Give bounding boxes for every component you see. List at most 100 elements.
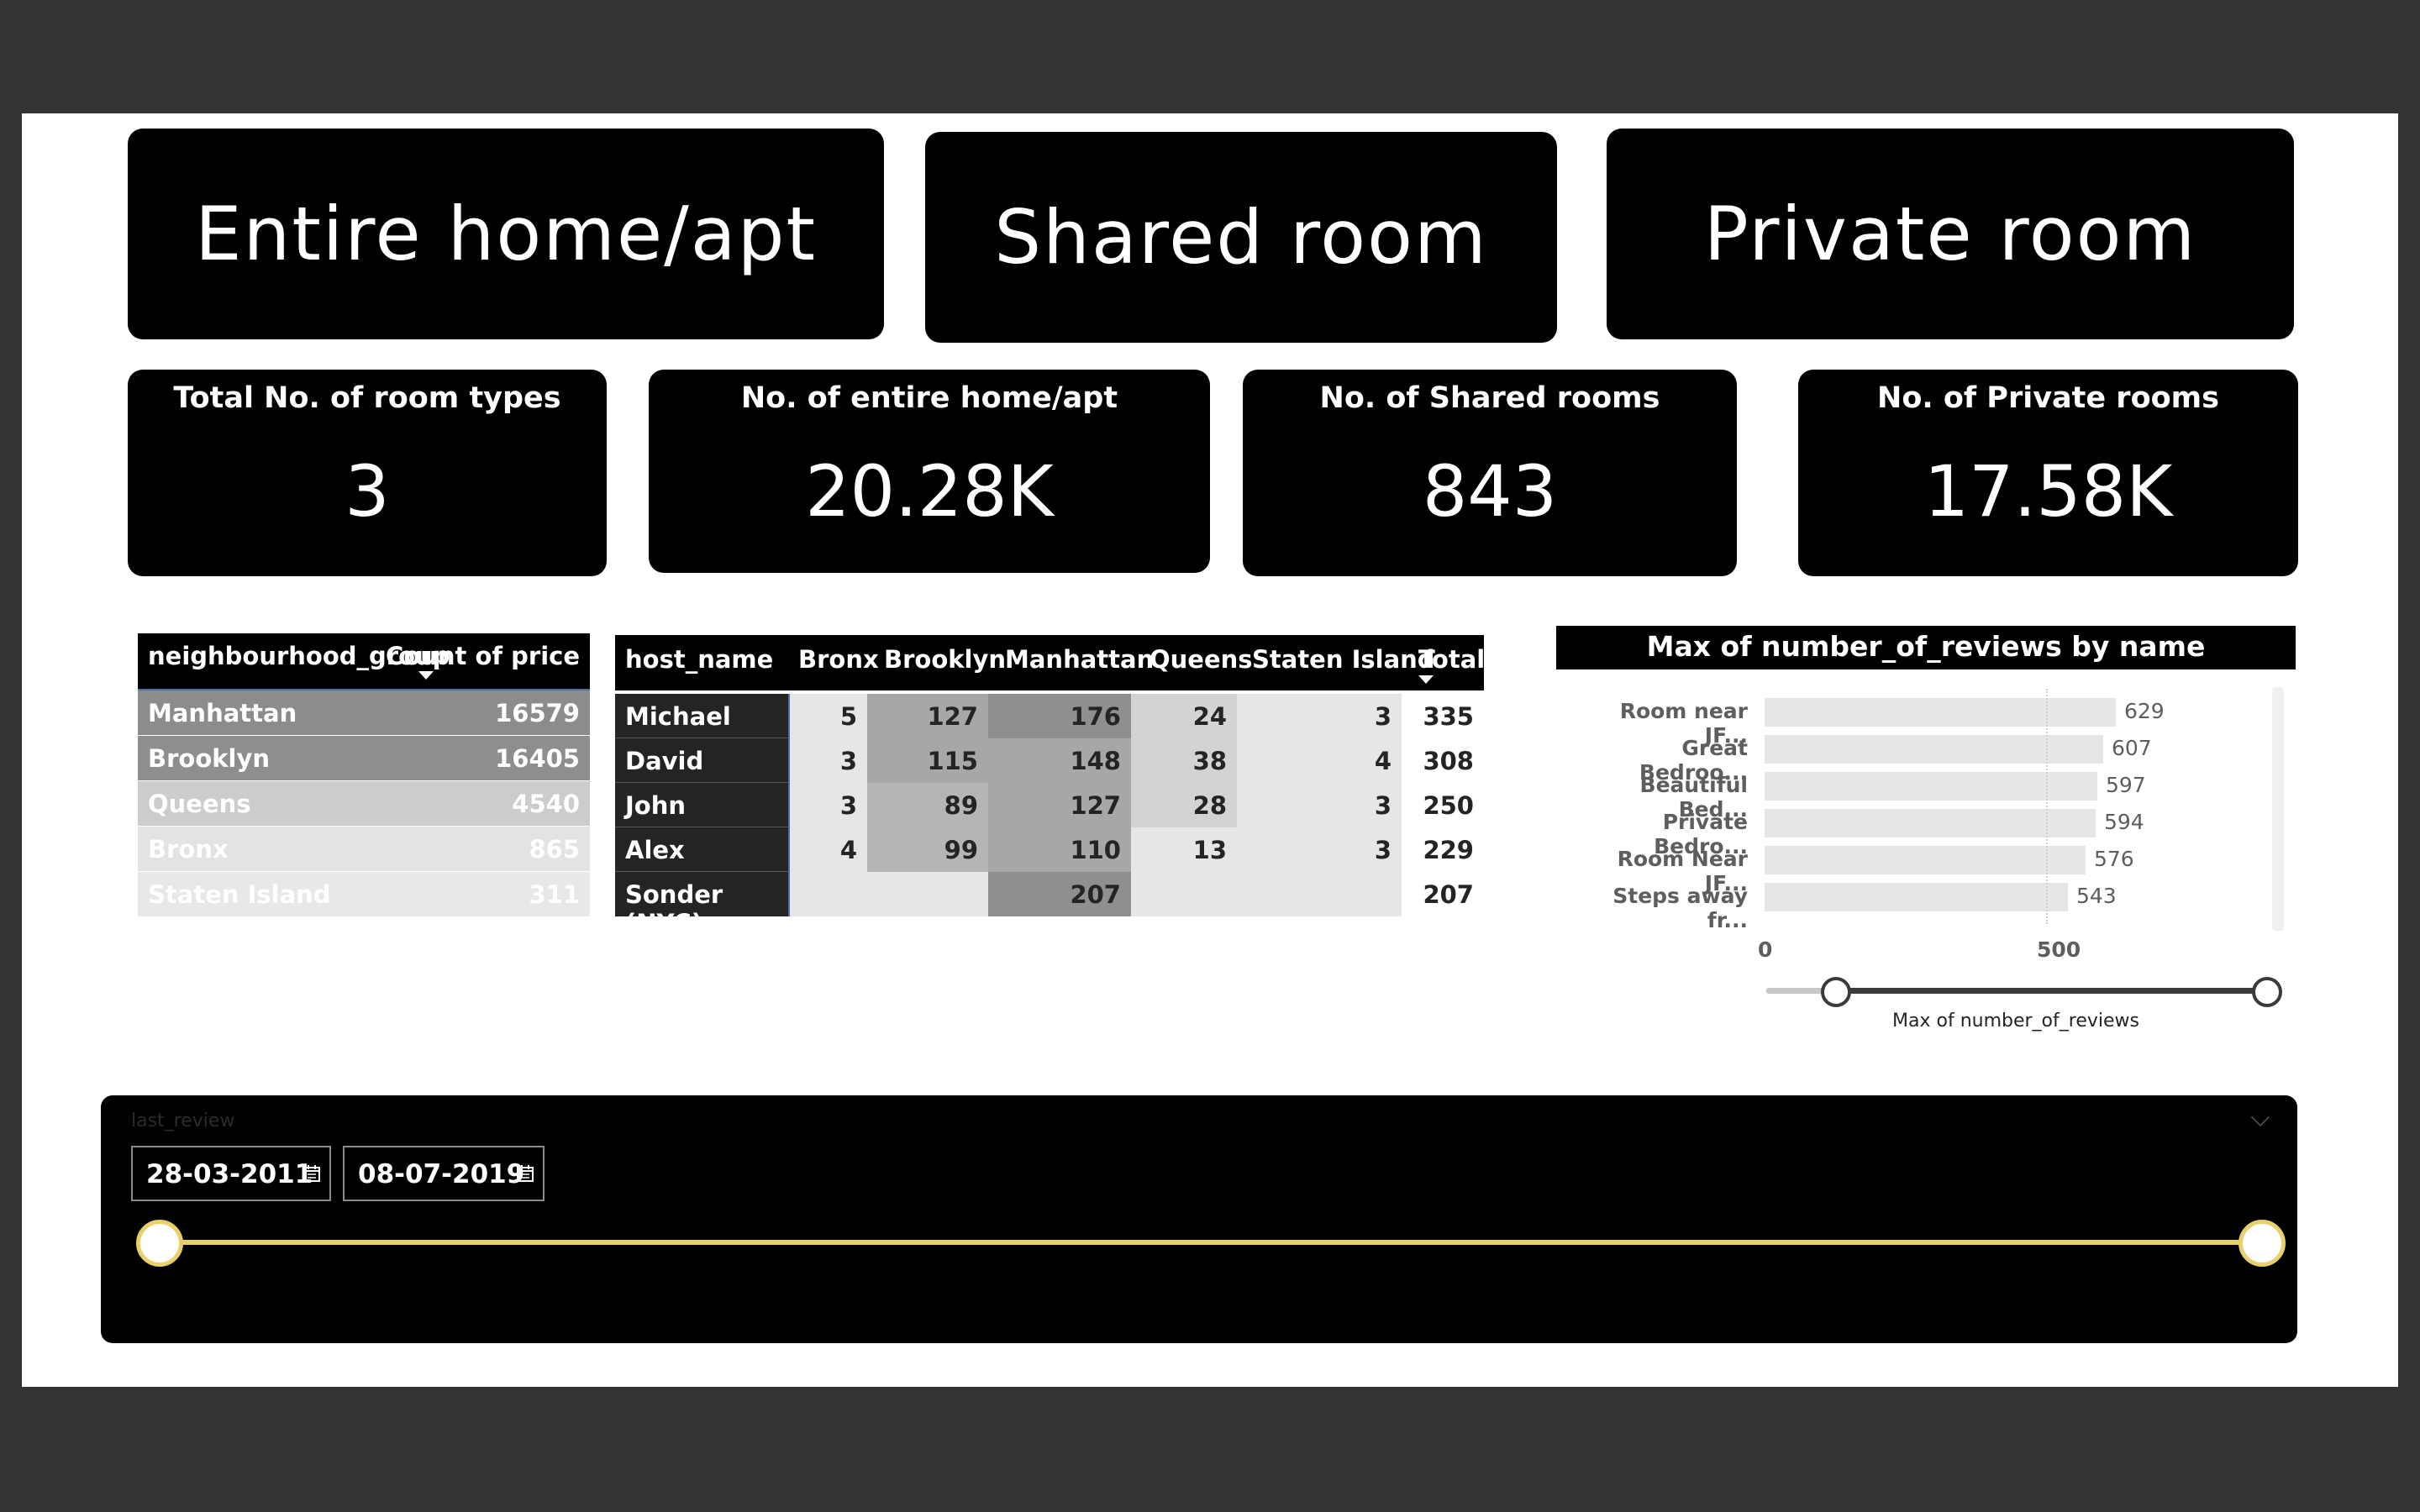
- column-header-queens[interactable]: Queens: [1150, 645, 1253, 674]
- column-header-host-name[interactable]: host_name: [625, 645, 774, 674]
- column-header-total[interactable]: Total: [1418, 645, 1486, 674]
- value-cell: 3: [788, 738, 867, 783]
- kpi-label: No. of Shared rooms: [1319, 381, 1660, 415]
- bar-data-label: 576: [2094, 847, 2134, 871]
- card-entire-home[interactable]: Entire home/apt: [128, 129, 884, 339]
- date-slicer-label: last_review: [131, 1110, 235, 1131]
- chart-scrollbar[interactable]: [2272, 687, 2284, 931]
- value-cell: 3: [1237, 827, 1402, 872]
- matrix-header: host_name Bronx Brooklyn Manhattan Queen…: [615, 635, 1486, 690]
- column-header-bronx[interactable]: Bronx: [798, 645, 879, 674]
- bar[interactable]: [1765, 772, 2097, 801]
- chevron-down-icon[interactable]: [2250, 1107, 2270, 1127]
- bar[interactable]: [1765, 846, 2086, 874]
- column-header-brooklyn[interactable]: Brooklyn: [884, 645, 1007, 674]
- host-name-cell[interactable]: Alex: [615, 827, 788, 872]
- bar-data-label: 543: [2076, 884, 2117, 908]
- date-slicer: last_review 28-03-2011 08-07-2019: [101, 1095, 2297, 1343]
- kpi-entire-home: No. of entire home/apt 20.28K: [649, 370, 1210, 573]
- table-row[interactable]: Manhattan 16579: [138, 690, 590, 736]
- bar-category-label: Great Bedroo...: [1639, 736, 1748, 785]
- bar[interactable]: [1765, 698, 2116, 727]
- value-cell: 24: [1131, 694, 1237, 738]
- matrix-row-divider: [788, 694, 790, 916]
- start-date-input[interactable]: 28-03-2011: [131, 1146, 331, 1201]
- date-slider-track[interactable]: [158, 1240, 2257, 1245]
- value-cell: [788, 872, 867, 916]
- bar-data-label: 607: [2112, 736, 2152, 760]
- value-cell: 3: [1237, 783, 1402, 827]
- total-cell: 308: [1402, 738, 1484, 783]
- value-cell: 13: [1131, 827, 1237, 872]
- count-of-price: 865: [529, 835, 580, 864]
- start-date-value: 28-03-2011: [146, 1159, 313, 1189]
- calendar-icon[interactable]: [516, 1164, 534, 1183]
- calendar-icon[interactable]: [302, 1164, 321, 1183]
- neighbourhood-name: Staten Island: [148, 880, 331, 909]
- table-row[interactable]: Brooklyn 16405: [138, 736, 590, 781]
- value-cell: 5: [788, 694, 867, 738]
- neighbourhood-name: Bronx: [148, 835, 229, 864]
- reviews-slider-handle-min[interactable]: [1821, 977, 1851, 1007]
- neighbourhood-name: Manhattan: [148, 699, 297, 727]
- sort-desc-icon[interactable]: [1418, 675, 1434, 684]
- reviews-slider-handle-max[interactable]: [2252, 977, 2282, 1007]
- card-entire-home-label: Entire home/apt: [194, 191, 818, 277]
- value-cell: 38: [1131, 738, 1237, 783]
- kpi-value: 20.28K: [805, 450, 1054, 533]
- card-private-room[interactable]: Private room: [1607, 129, 2294, 339]
- neighbourhood-name: Queens: [148, 790, 251, 818]
- reviews-slider-unselected: [1766, 988, 1836, 994]
- host-name-cell[interactable]: David: [615, 738, 788, 783]
- value-cell: 3: [788, 783, 867, 827]
- x-axis-tick: 500: [2037, 937, 2081, 962]
- host-name-cell[interactable]: Sonder (NYC): [615, 872, 788, 937]
- host-name-cell[interactable]: John: [615, 783, 788, 827]
- sort-desc-icon[interactable]: [418, 671, 434, 680]
- total-cell: 229: [1402, 827, 1484, 872]
- bar-data-label: 597: [2106, 773, 2146, 797]
- reviews-slider-track[interactable]: [1766, 988, 2265, 994]
- value-cell: 115: [867, 738, 988, 783]
- total-cell: 250: [1402, 783, 1484, 827]
- kpi-label: No. of Private rooms: [1877, 381, 2219, 415]
- column-header-count-of-price[interactable]: Count of price: [386, 642, 580, 670]
- table-row[interactable]: Staten Island 311: [138, 872, 590, 917]
- bar-data-label: 594: [2104, 810, 2144, 834]
- value-cell: 207: [988, 872, 1131, 916]
- column-header-neighbourhood-group[interactable]: neighbourhood_group: [148, 642, 450, 670]
- kpi-value: 843: [1422, 450, 1558, 533]
- value-cell: 3: [1237, 694, 1402, 738]
- value-cell: [1237, 872, 1402, 916]
- value-cell: 176: [988, 694, 1131, 738]
- host-name-cell[interactable]: Michael: [615, 694, 788, 738]
- total-cell: 335: [1402, 694, 1484, 738]
- bar[interactable]: [1765, 735, 2103, 764]
- column-header-manhattan[interactable]: Manhattan: [1005, 645, 1155, 674]
- kpi-label: Total No. of room types: [173, 381, 561, 415]
- count-of-price: 16579: [495, 699, 580, 727]
- count-of-price: 4540: [512, 790, 580, 818]
- date-slider-handle-start[interactable]: [136, 1220, 183, 1267]
- bar[interactable]: [1765, 883, 2068, 911]
- column-header-staten-island[interactable]: Staten Island: [1252, 645, 1435, 674]
- card-shared-room[interactable]: Shared room: [925, 132, 1557, 343]
- value-cell: [1131, 872, 1237, 916]
- neighbourhood-table: neighbourhood_group Count of price Manha…: [138, 633, 590, 917]
- value-cell: 4: [788, 827, 867, 872]
- kpi-total-room-types: Total No. of room types 3: [128, 370, 607, 576]
- end-date-input[interactable]: 08-07-2019: [343, 1146, 544, 1201]
- value-cell: 127: [988, 783, 1131, 827]
- bar-category-label: Private Bedro...: [1654, 810, 1748, 858]
- value-cell: [867, 872, 988, 916]
- value-cell: 28: [1131, 783, 1237, 827]
- date-slider-handle-end[interactable]: [2238, 1220, 2286, 1267]
- table-row[interactable]: Queens 4540: [138, 781, 590, 827]
- bar-data-label: 629: [2124, 699, 2165, 723]
- bar-category-label: Room near JF...: [1619, 699, 1748, 748]
- chart-title: Max of number_of_reviews by name: [1556, 626, 2296, 669]
- bar[interactable]: [1765, 809, 2096, 837]
- value-cell: 148: [988, 738, 1131, 783]
- table-row[interactable]: Bronx 865: [138, 827, 590, 872]
- kpi-private-rooms: No. of Private rooms 17.58K: [1798, 370, 2298, 576]
